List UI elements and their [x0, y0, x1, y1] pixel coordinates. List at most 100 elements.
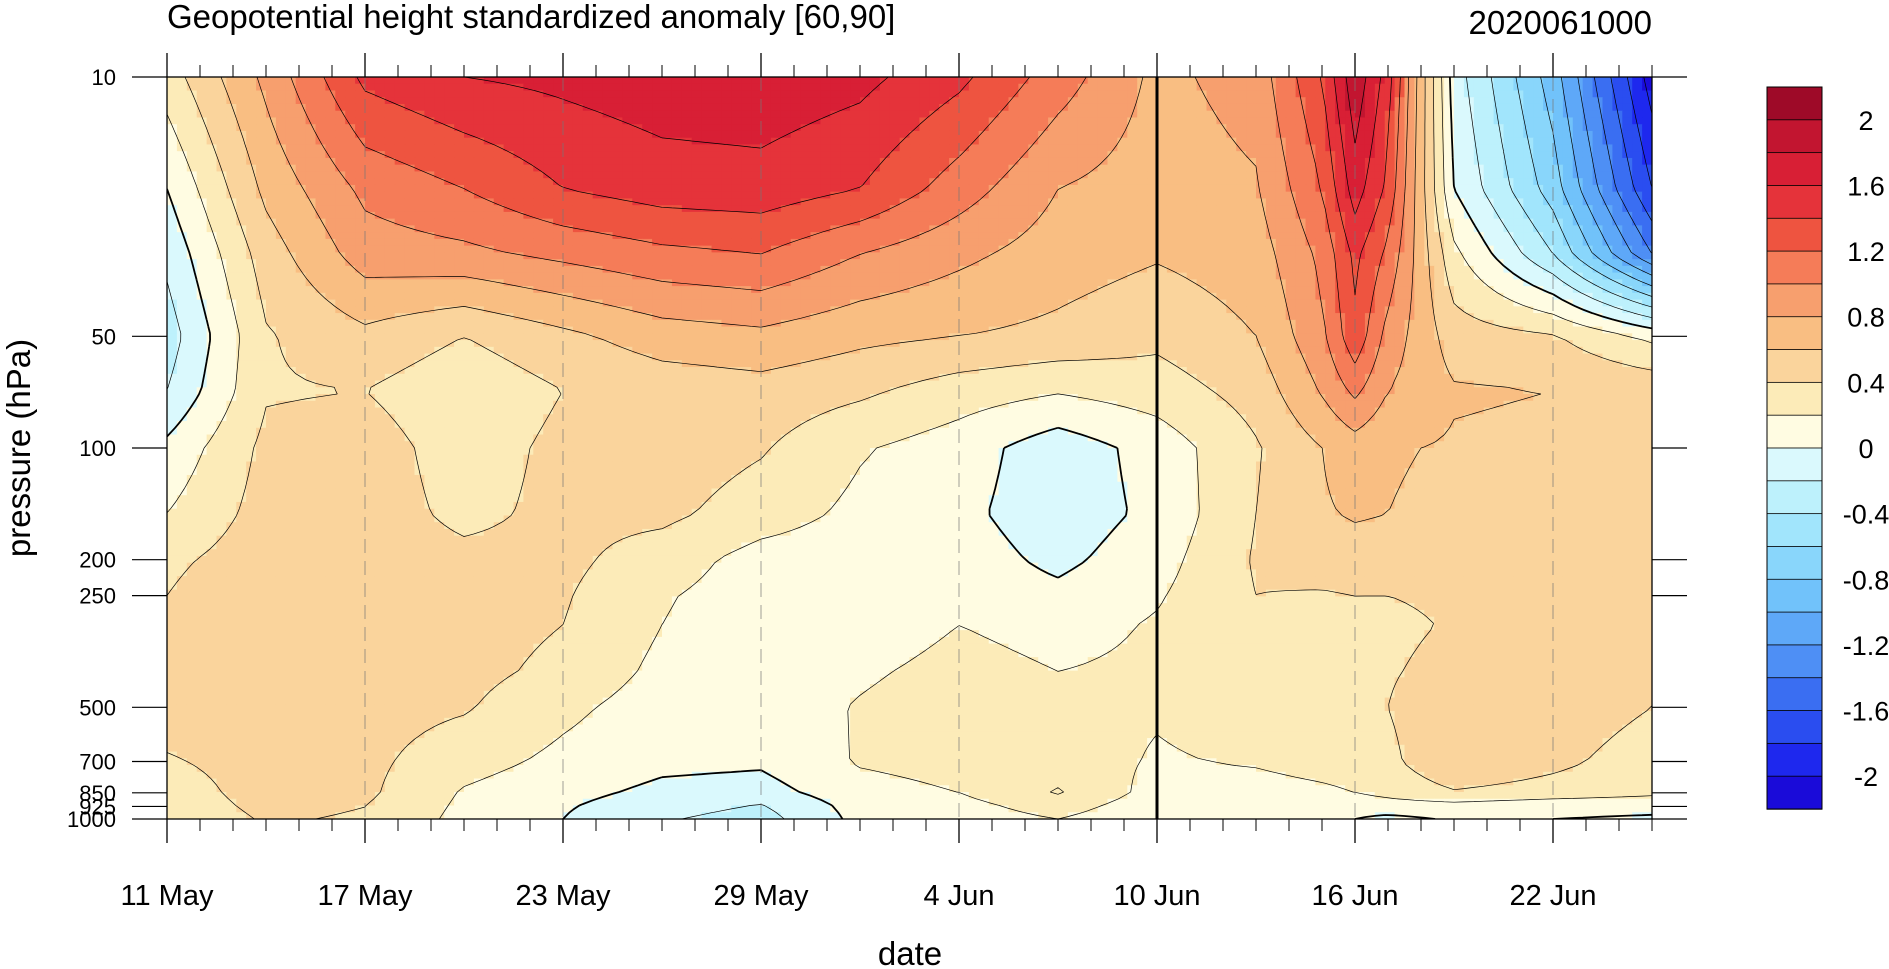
field-cell: [622, 191, 633, 200]
field-cell: [256, 110, 267, 119]
field-cell: [1048, 144, 1059, 152]
field-cell: [622, 90, 633, 98]
field-cell: [563, 211, 574, 220]
field-cell: [1315, 151, 1326, 159]
field-cell: [464, 198, 475, 206]
field-cell: [780, 292, 792, 301]
field-cell: [1077, 238, 1089, 247]
field-cell: [553, 103, 564, 112]
field-cell: [1196, 130, 1208, 139]
field-cell: [216, 245, 227, 253]
field-cell: [652, 279, 663, 287]
field-cell: [1404, 232, 1415, 240]
field-cell: [830, 211, 841, 220]
field-cell: [652, 286, 663, 294]
field-cell: [850, 265, 861, 274]
field-cell: [266, 198, 277, 206]
field-cell: [1572, 279, 1584, 287]
field-cell: [1454, 103, 1465, 112]
field-cell: [1543, 184, 1554, 193]
field-cell: [167, 144, 178, 152]
field-cell: [761, 191, 772, 200]
field-cell: [1028, 205, 1039, 213]
field-cell: [513, 259, 524, 267]
field-cell: [275, 171, 287, 179]
field-cell: [523, 184, 534, 193]
field-cell: [1077, 164, 1089, 173]
field-cell: [1592, 97, 1604, 105]
field-cell: [1038, 171, 1049, 179]
field-cell: [929, 83, 940, 92]
field-cell: [592, 144, 604, 152]
field-cell: [1553, 238, 1564, 247]
field-cell: [968, 83, 980, 92]
field-cell: [1543, 97, 1554, 105]
field-cell: [1127, 232, 1138, 240]
field-cell: [1295, 272, 1307, 280]
field-cell: [1018, 171, 1029, 179]
field-cell: [790, 286, 802, 294]
field-cell: [1265, 238, 1277, 247]
field-cell: [246, 191, 257, 200]
field-cell: [553, 292, 564, 301]
field-cell: [345, 191, 356, 200]
field-cell: [374, 245, 386, 253]
field-cell: [959, 90, 970, 98]
field-cell: [533, 252, 544, 260]
field-cell: [1543, 265, 1554, 274]
field-cell: [1394, 130, 1406, 139]
field-cell: [1612, 151, 1623, 159]
field-cell: [929, 205, 940, 213]
field-cell: [345, 178, 356, 186]
field-cell: [1058, 97, 1069, 105]
field-cell: [1305, 286, 1316, 294]
field-cell: [553, 90, 564, 98]
field-cell: [1553, 272, 1564, 280]
field-cell: [1632, 272, 1643, 280]
field-cell: [434, 130, 445, 139]
field-cell: [602, 124, 614, 132]
field-cell: [335, 178, 346, 186]
field-cell: [365, 259, 376, 267]
field-cell: [780, 238, 792, 247]
field-cell: [414, 77, 425, 85]
field-cell: [176, 245, 188, 253]
field-cell: [681, 218, 693, 226]
field-cell: [1523, 205, 1534, 213]
field-cell: [711, 205, 722, 213]
field-cell: [295, 90, 307, 98]
field-cell: [543, 232, 554, 240]
field-cell: [1216, 191, 1227, 200]
field-cell: [1473, 205, 1485, 213]
field-cell: [711, 191, 722, 200]
field-cell: [285, 299, 297, 307]
field-cell: [1582, 225, 1594, 233]
field-cell: [1424, 191, 1435, 200]
field-cell: [1473, 171, 1485, 179]
field-cell: [860, 245, 871, 253]
field-cell: [1503, 110, 1514, 119]
field-cell: [305, 157, 317, 166]
field-cell: [1582, 286, 1594, 294]
field-cell: [533, 151, 544, 159]
field-cell: [315, 218, 326, 226]
field-cell: [582, 103, 594, 112]
field-cell: [1592, 252, 1604, 260]
field-cell: [840, 211, 851, 220]
field-cell: [1295, 191, 1307, 200]
field-cell: [186, 211, 198, 220]
field-cell: [988, 83, 1000, 92]
field-cell: [1018, 110, 1029, 119]
field-cell: [1137, 171, 1148, 179]
field-cell: [820, 218, 831, 226]
field-cell: [365, 178, 376, 186]
field-cell: [226, 299, 237, 307]
field-cell: [483, 279, 495, 287]
field-cell: [1315, 97, 1326, 105]
field-cell: [1127, 151, 1138, 159]
field-cell: [473, 144, 485, 152]
field-cell: [1543, 171, 1554, 179]
field-cell: [1216, 245, 1227, 253]
field-cell: [998, 103, 1010, 112]
field-cell: [1127, 124, 1138, 132]
